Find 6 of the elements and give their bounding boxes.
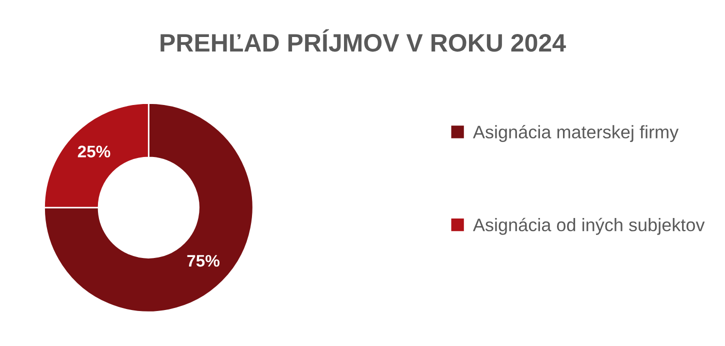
data-label: 75% (187, 254, 220, 267)
data-label: 25% (78, 146, 110, 158)
chart-title: PREHĽAD PRÍJMOV V ROKU 2024 (160, 29, 566, 52)
legend-label: Asignácia od iných subjektov (472, 218, 705, 235)
donut-slice (44, 102, 254, 313)
legend-label: Asignácia materskej firmy (472, 124, 679, 142)
